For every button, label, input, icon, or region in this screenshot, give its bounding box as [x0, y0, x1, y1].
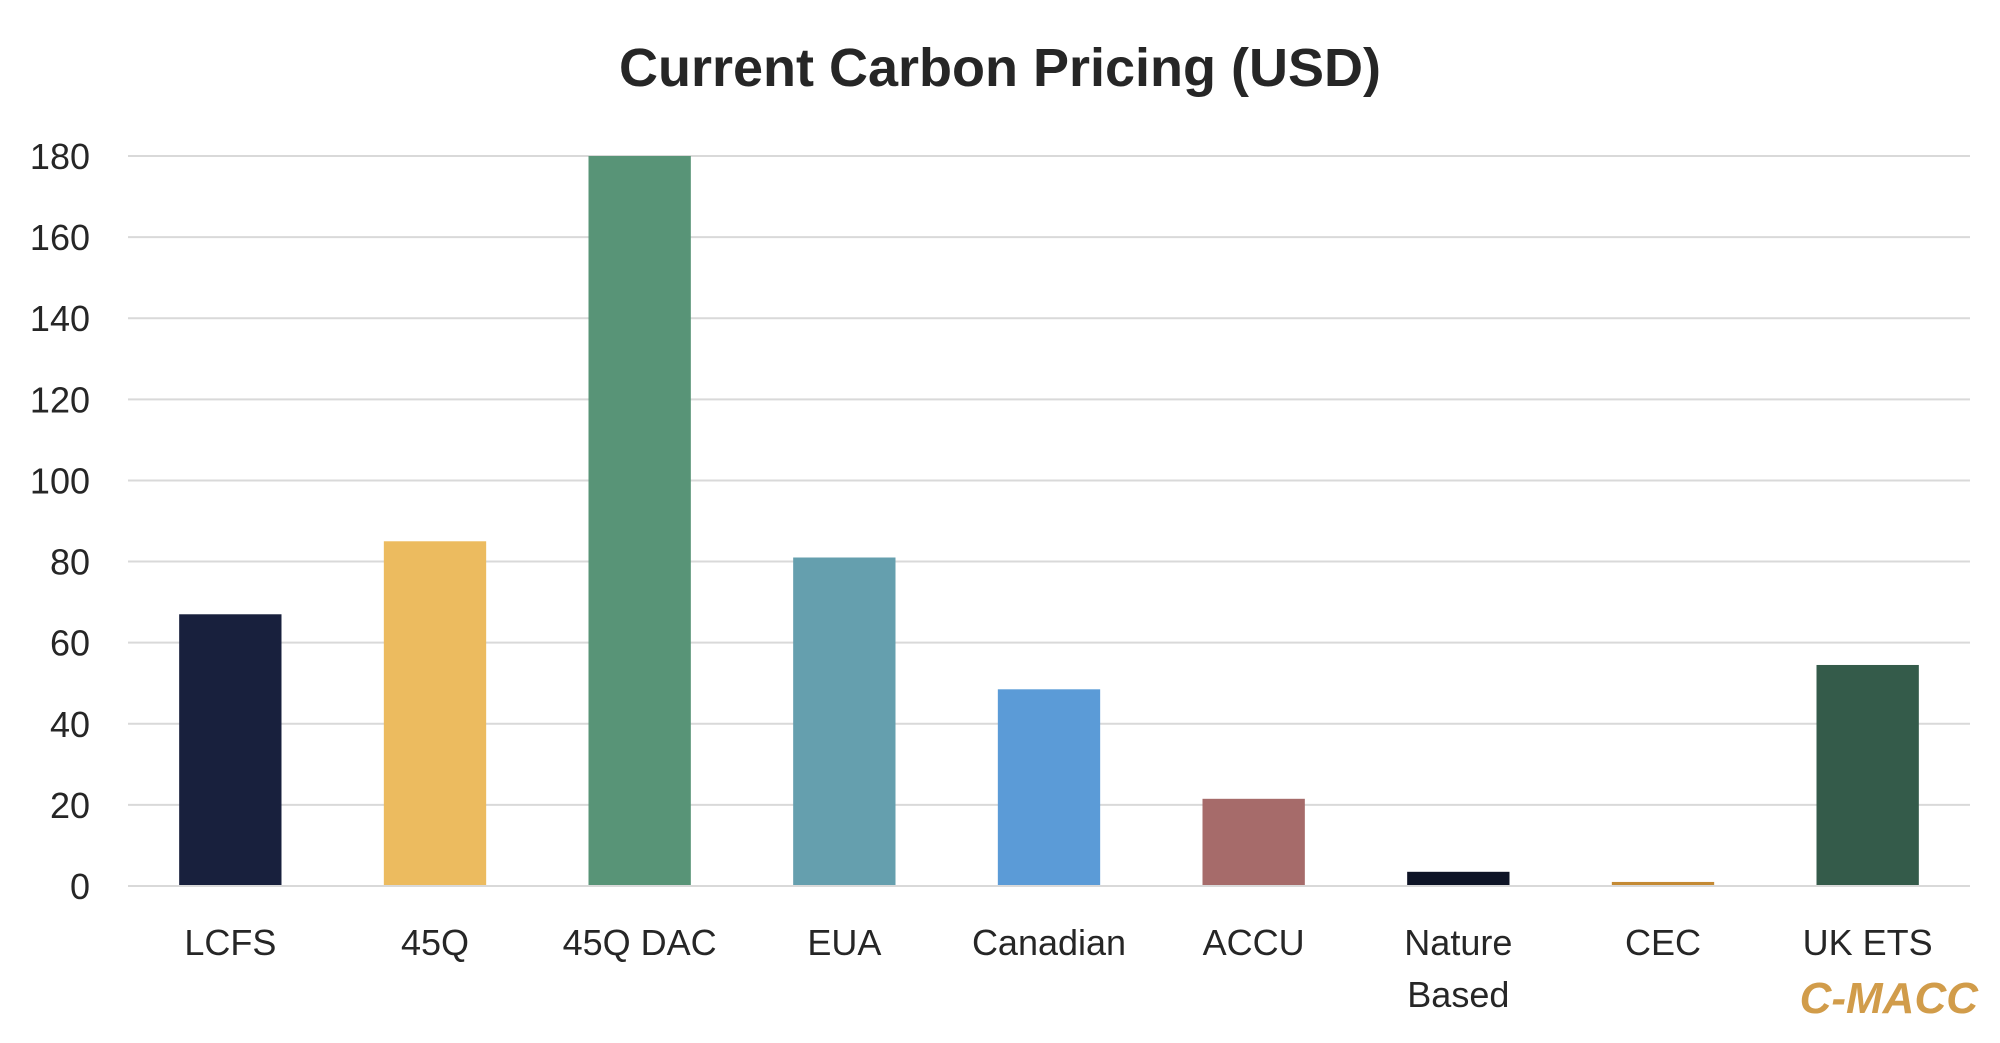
chart-title: Current Carbon Pricing (USD) [619, 38, 1381, 98]
y-tick-label: 120 [30, 379, 90, 420]
y-tick-label: 140 [30, 298, 90, 339]
y-tick-label: 80 [50, 542, 90, 583]
y-tick-label: 60 [50, 623, 90, 664]
x-axis-labels: LCFS 45Q 45Q DAC EUA Canadian ACCU Nature Based… [184, 922, 1932, 1015]
bar-nature-based [1407, 871, 1510, 886]
watermark-logo: C-MACC [1800, 974, 1980, 1023]
x-tick-label: Nature Based [1404, 922, 1512, 1015]
x-tick-label: Canadian [972, 922, 1126, 963]
y-tick-label: 20 [50, 785, 90, 826]
y-tick-label: 0 [70, 866, 90, 907]
x-tick-label: CEC [1625, 922, 1701, 963]
y-axis-ticks: 0 20 40 60 80 100 120 140 160 180 [30, 136, 90, 907]
bar-cec [1611, 881, 1715, 886]
bar-eua [793, 557, 896, 886]
bar-45q-dac [588, 156, 691, 886]
bar-uk-ets [1816, 664, 1919, 886]
bars [179, 156, 1919, 886]
x-tick-label: UK ETS [1803, 922, 1933, 963]
bar-canadian [997, 689, 1101, 886]
x-tick-label: 45Q DAC [563, 922, 717, 963]
x-tick-label: EUA [807, 922, 881, 963]
y-tick-label: 100 [30, 460, 90, 501]
y-tick-label: 40 [50, 704, 90, 745]
bar-accu [1202, 798, 1305, 886]
bar-lcfs [179, 614, 282, 886]
x-tick-label: 45Q [401, 922, 469, 963]
y-tick-label: 180 [30, 136, 90, 177]
x-tick-label: ACCU [1203, 922, 1305, 963]
y-tick-label: 160 [30, 217, 90, 258]
bar-45q [383, 541, 487, 886]
x-tick-label: LCFS [184, 922, 276, 963]
